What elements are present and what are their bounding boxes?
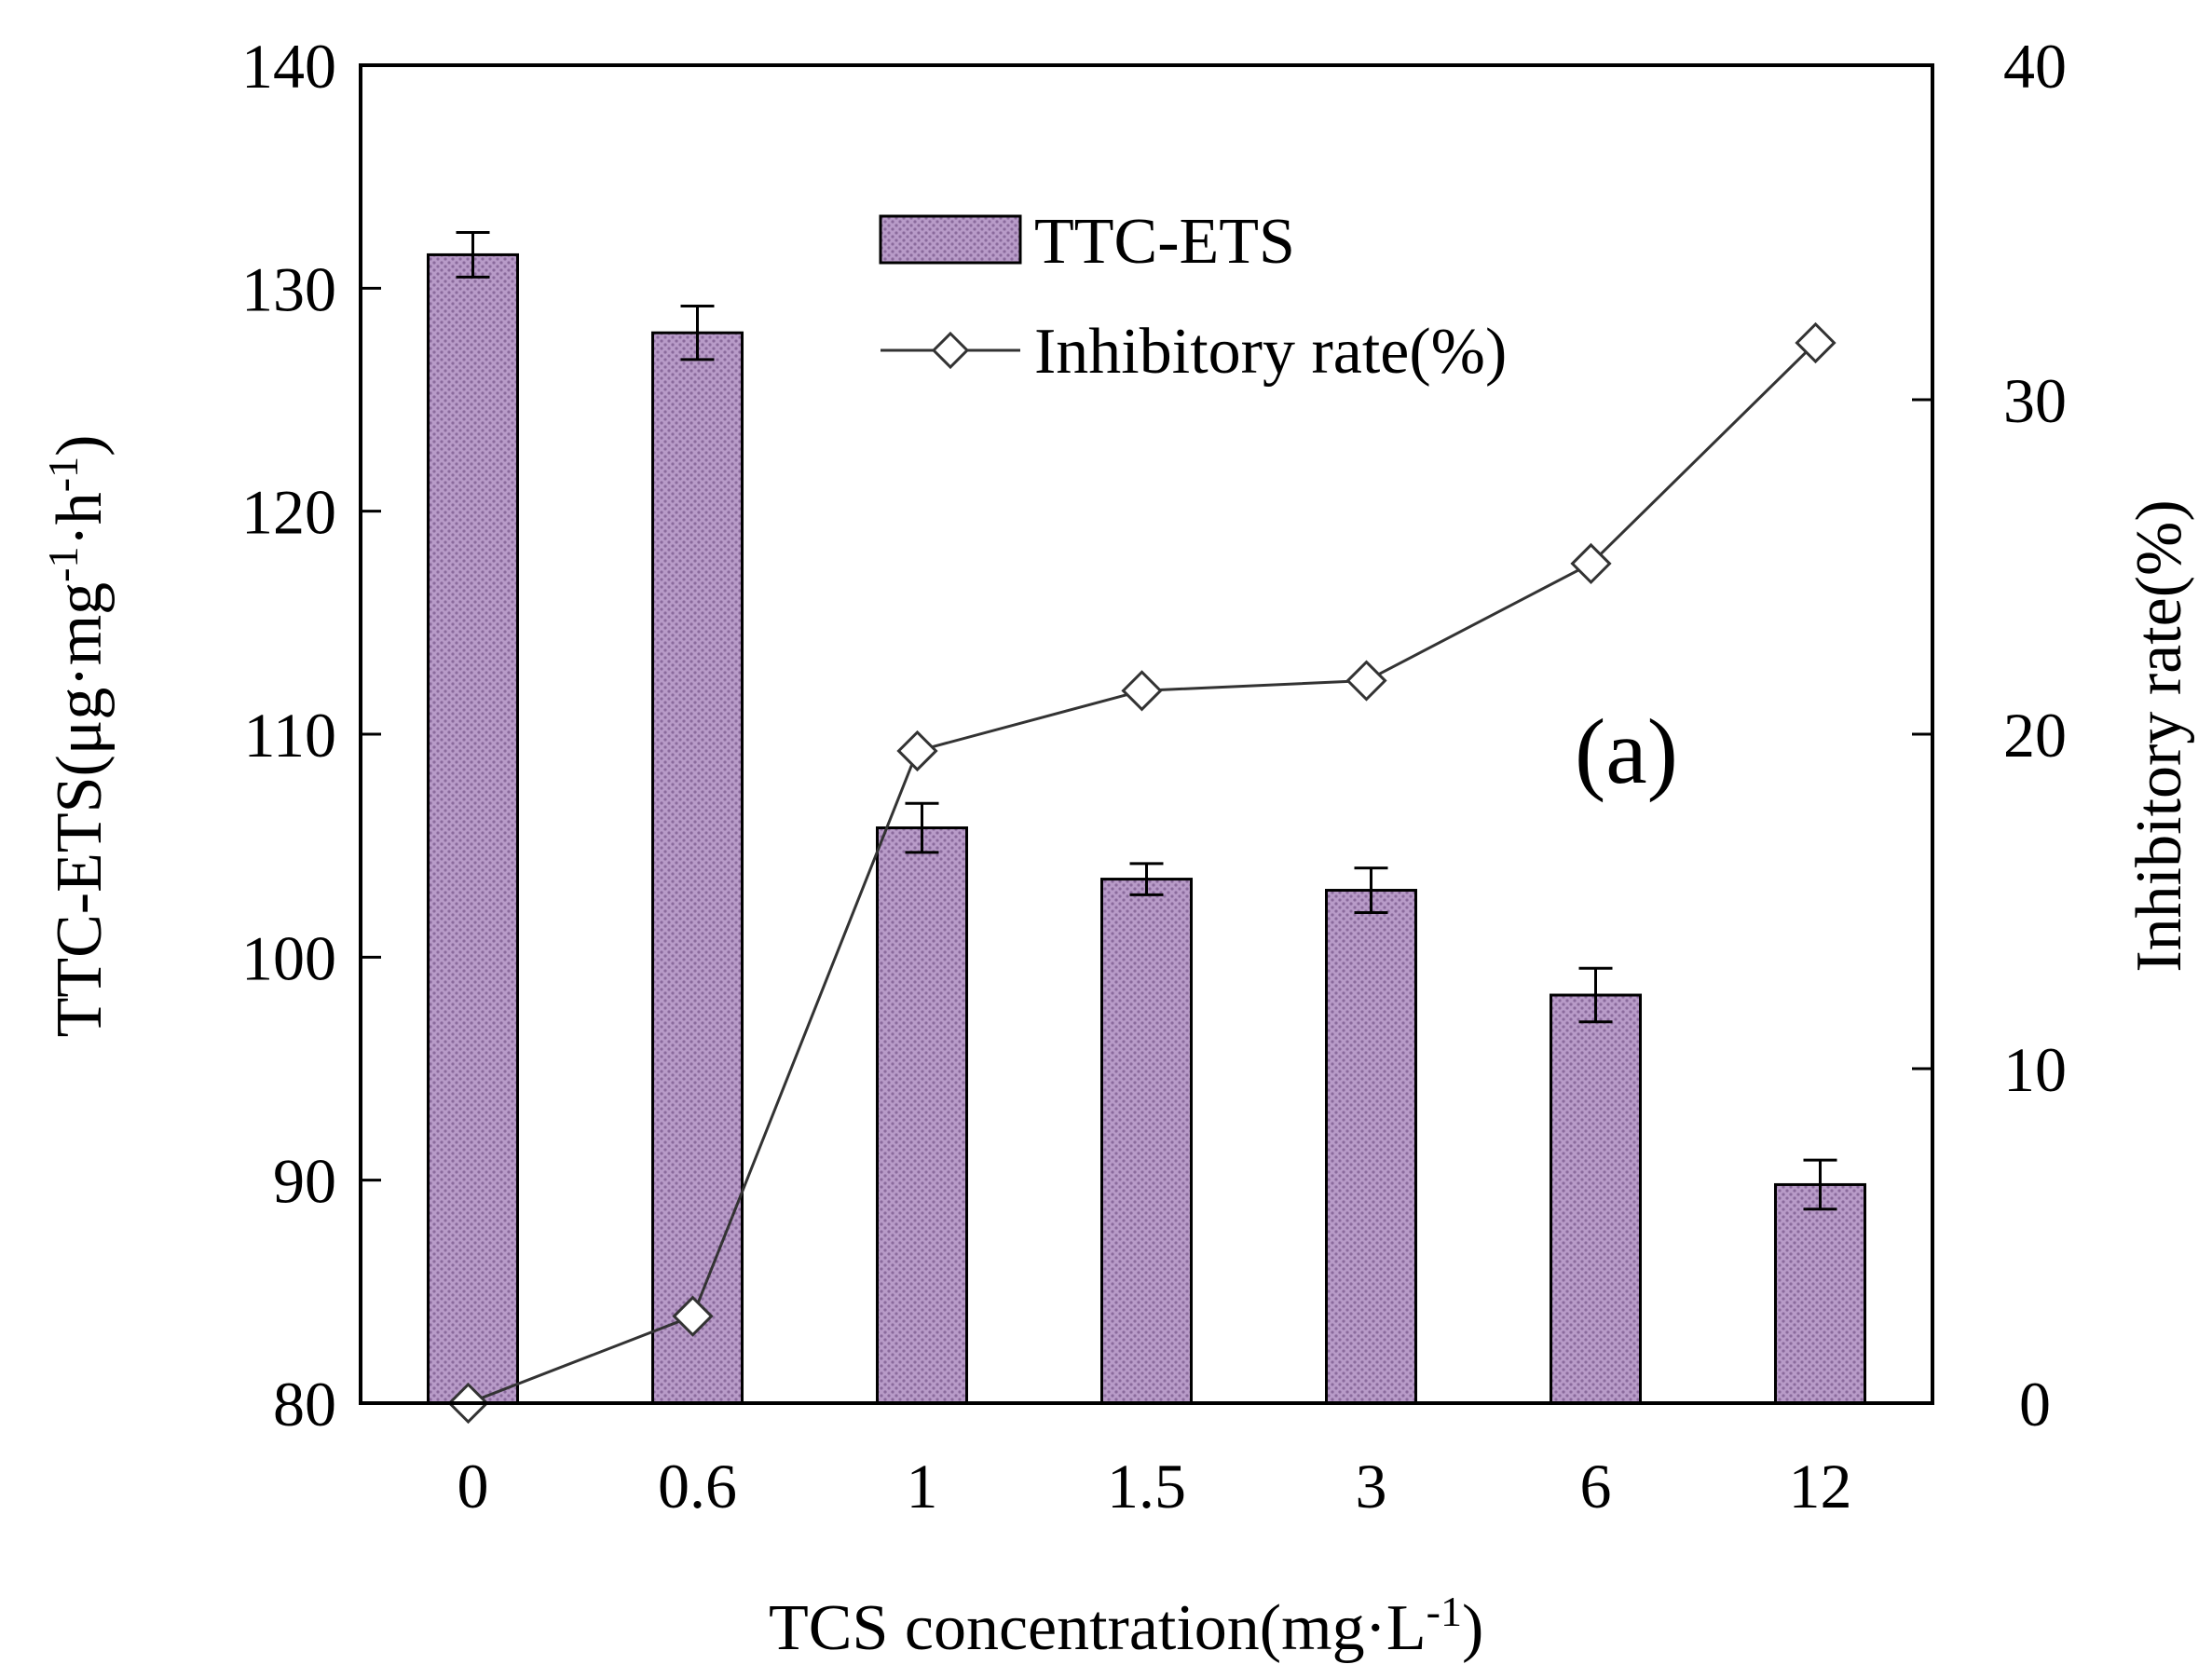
legend: TTC-ETS Inhibitory rate(%) xyxy=(879,206,1507,388)
y-left-title-s2: -1 xyxy=(39,457,87,492)
y-left-title-s1: -1 xyxy=(39,547,87,582)
left-tick-label-120: 120 xyxy=(241,477,336,548)
bar-0 xyxy=(427,252,519,1405)
bar-3 xyxy=(1325,889,1417,1405)
left-tick-label-110: 110 xyxy=(244,700,336,771)
legend-label-ttc-ets: TTC-ETS xyxy=(1034,206,1295,278)
bar-6 xyxy=(1550,993,1642,1405)
y-left-title-p3: ) xyxy=(44,435,116,457)
right-tick-label-0: 0 xyxy=(2019,1369,2051,1439)
x-tick-label-12: 12 xyxy=(1789,1451,1852,1521)
inhibitory-marker-3 xyxy=(1345,660,1387,702)
right-tick-label-20: 20 xyxy=(2003,700,2067,771)
legend-swatch-ttc-ets xyxy=(879,214,1022,265)
left-tick-label-80: 80 xyxy=(273,1369,336,1439)
x-tick-label-0.6: 0.6 xyxy=(658,1451,737,1521)
x-axis-title-main: TCS concentration(mg·L xyxy=(769,1592,1427,1664)
inhibitory-marker-0.6 xyxy=(672,1295,714,1337)
right-tick-label-10: 10 xyxy=(2003,1034,2067,1105)
legend-label-inhibitory: Inhibitory rate(%) xyxy=(1034,316,1507,388)
x-tick-label-6: 6 xyxy=(1580,1451,1612,1521)
bar-1 xyxy=(876,826,968,1405)
x-tick-label-3: 3 xyxy=(1356,1451,1387,1521)
x-axis-title-close: ) xyxy=(1462,1592,1483,1664)
x-tick-label-1.5: 1.5 xyxy=(1107,1451,1186,1521)
x-tick-label-0: 0 xyxy=(457,1451,489,1521)
panel-label: (a) xyxy=(1575,700,1678,803)
legend-marker-inhibitory xyxy=(931,331,970,370)
y-left-title-p1: TTC-ETS(μg·mg xyxy=(44,582,116,1038)
x-axis-title: TCS concentration(mg·L-1) xyxy=(769,1588,1483,1665)
left-tick-label-100: 100 xyxy=(241,922,336,993)
y-axis-title-right: Inhibitory rate(%) xyxy=(2123,499,2195,972)
left-tick-label-140: 140 xyxy=(241,31,336,102)
bar-1.5 xyxy=(1100,878,1193,1405)
x-axis-title-sup: -1 xyxy=(1427,1588,1462,1635)
left-tick-label-90: 90 xyxy=(273,1146,336,1217)
inhibitory-marker-6 xyxy=(1570,542,1612,585)
inhibitory-marker-1.5 xyxy=(1121,670,1163,712)
x-tick-label-1: 1 xyxy=(907,1451,938,1521)
bar-12 xyxy=(1774,1182,1866,1405)
y-axis-title-left: TTC-ETS(μg·mg-1·h-1) xyxy=(39,435,116,1038)
y-left-title-p2: ·h xyxy=(44,492,116,546)
left-tick-label-130: 130 xyxy=(241,253,336,324)
inhibitory-marker-1 xyxy=(896,730,938,772)
right-tick-label-30: 30 xyxy=(2003,365,2067,436)
right-tick-label-40: 40 xyxy=(2003,31,2067,102)
inhibitory-marker-12 xyxy=(1795,321,1837,364)
bar-0.6 xyxy=(651,331,744,1405)
